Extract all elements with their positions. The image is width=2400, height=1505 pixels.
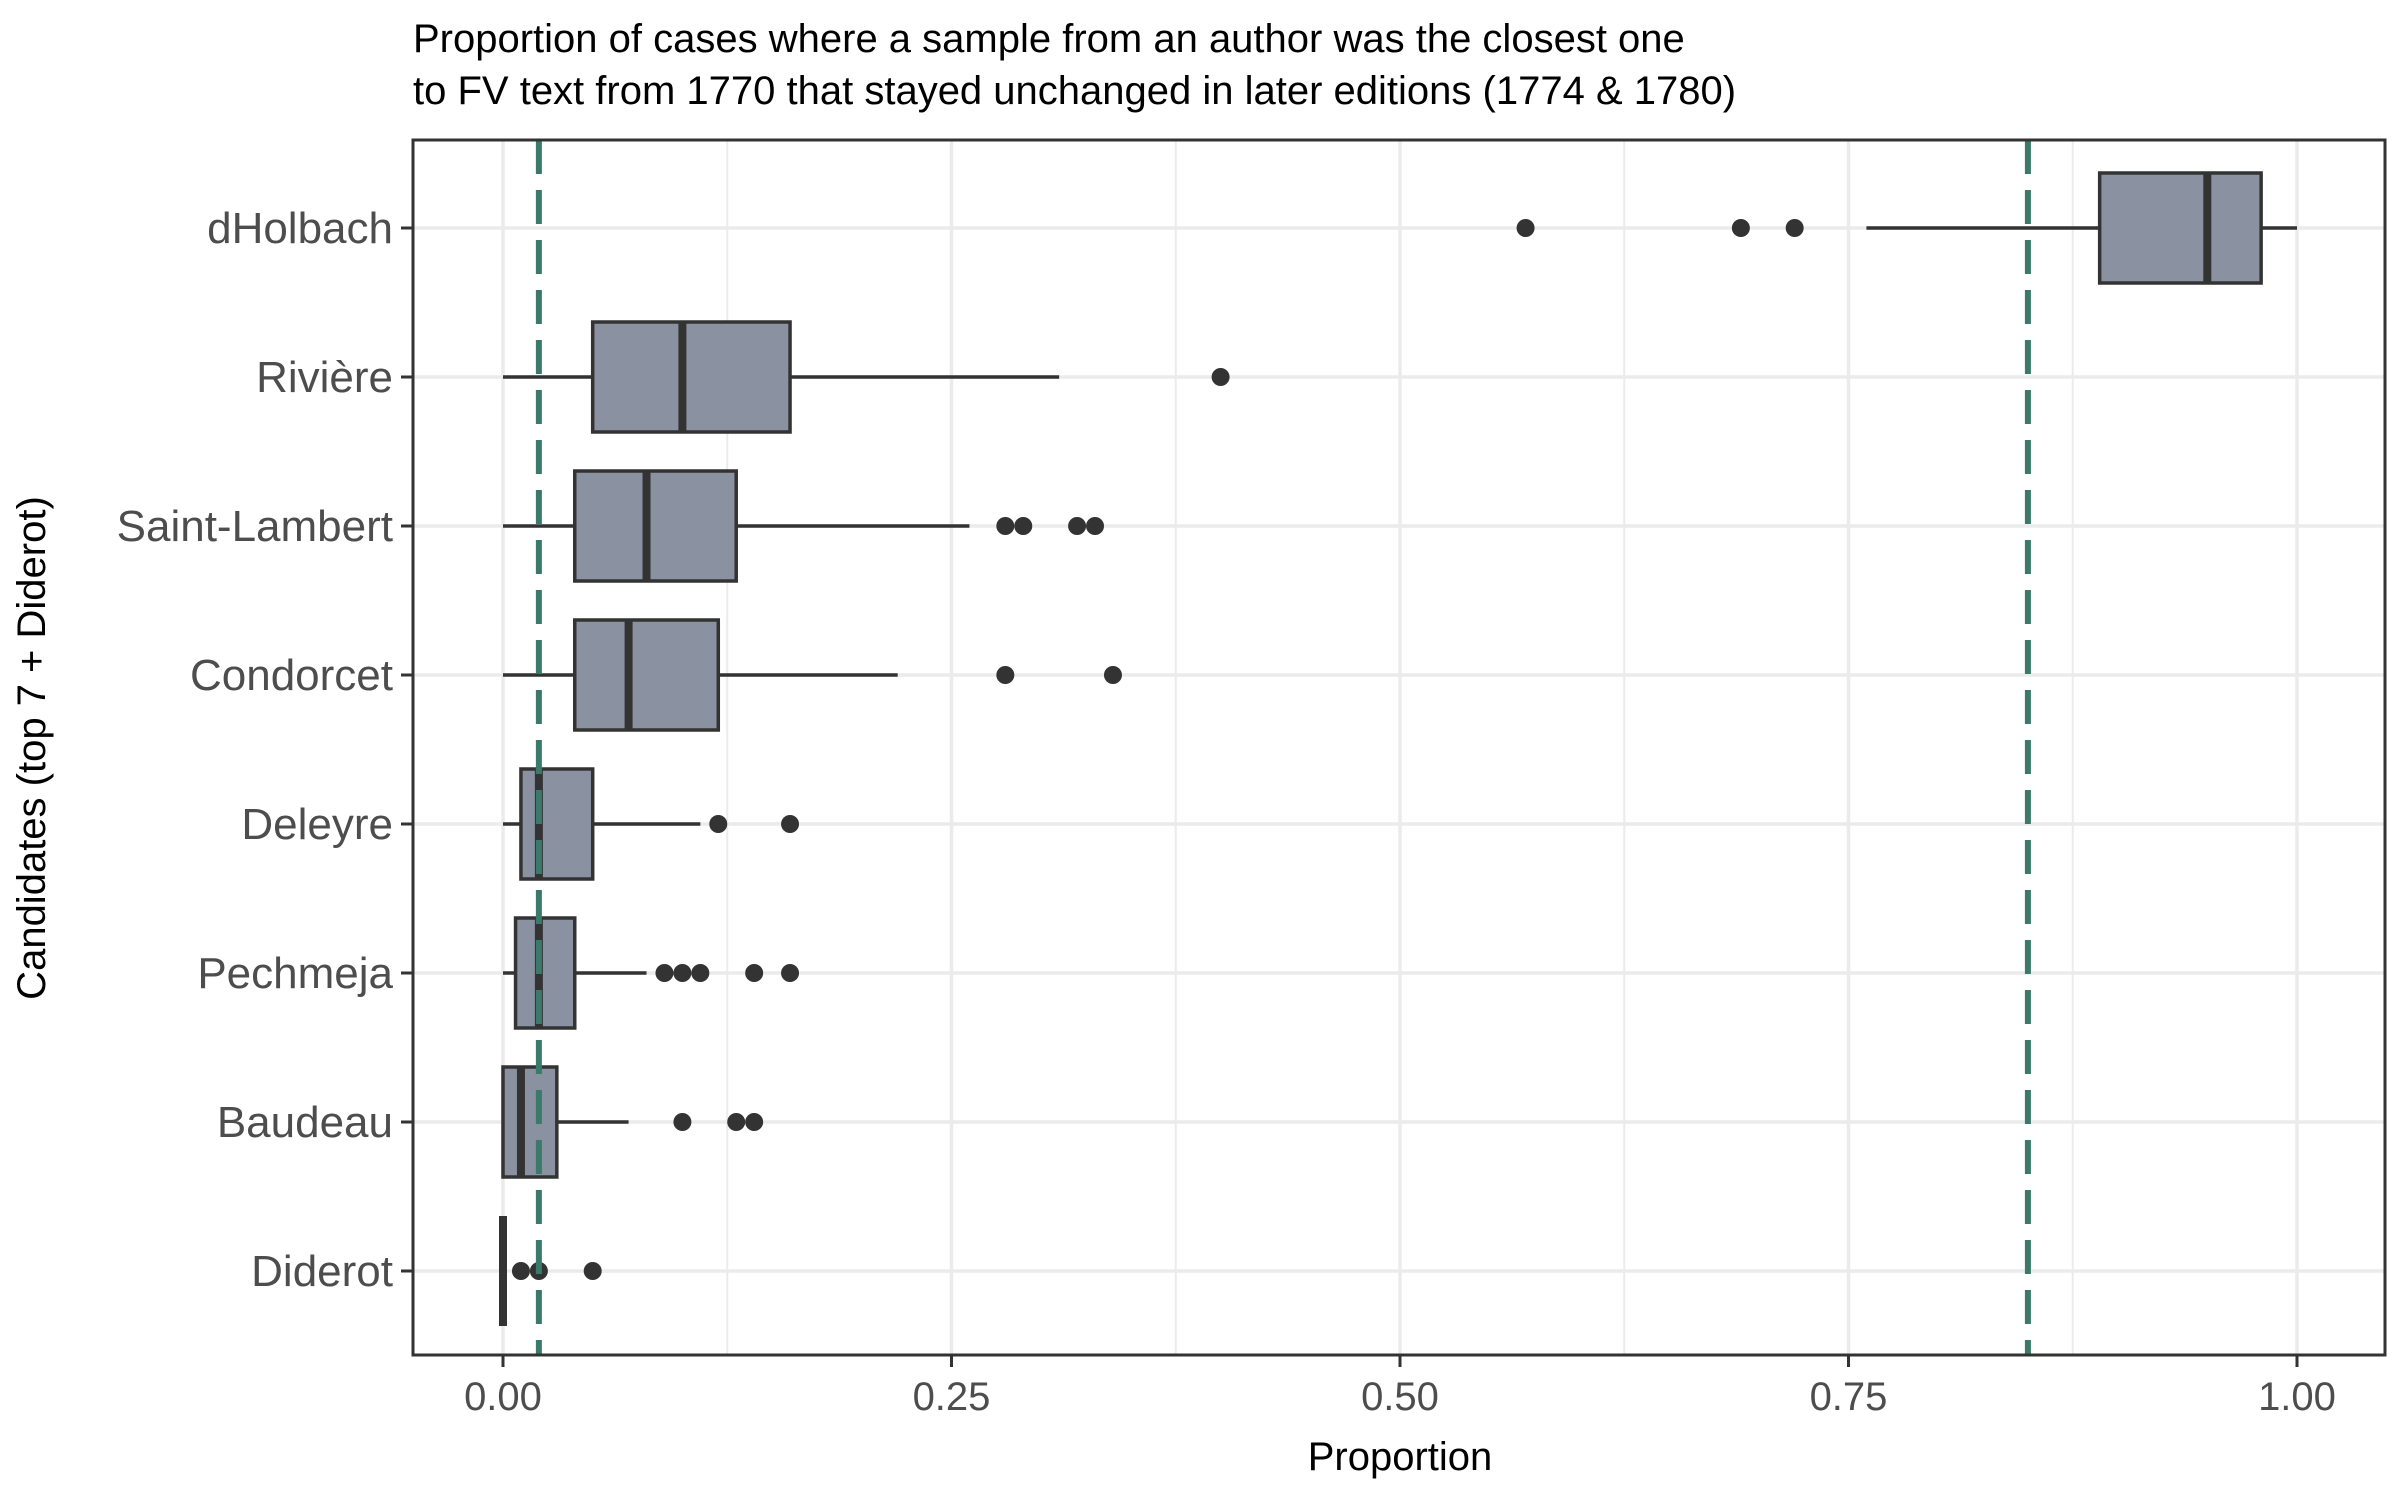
outlier-point [727, 1113, 746, 1131]
y-axis-title: Candidates (top 7 + Diderot) [10, 496, 54, 1000]
box-iqr [519, 767, 595, 881]
outlier-point [1785, 219, 1804, 237]
outlier-point [673, 964, 692, 982]
outlier-point [655, 964, 674, 982]
outlier-point [745, 964, 764, 982]
outlier-point [673, 1113, 692, 1131]
chart-title-line-1: Proportion of cases where a sample from … [413, 17, 1685, 61]
chart-title-line-2: to FV text from 1770 that stayed unchang… [413, 69, 1736, 113]
plot-area: dHolbach Rivière Saint-Lambert Condorcet Del… [117, 138, 2387, 1419]
category-label: Baudeau [217, 1098, 393, 1147]
outlier-point [1103, 666, 1122, 684]
outlier-point [583, 1262, 602, 1280]
outlier-point [1014, 517, 1033, 535]
outlier-point [709, 815, 728, 833]
outlier-point [996, 666, 1015, 684]
outlier-point [1086, 517, 1105, 535]
category-label: Deleyre [241, 800, 393, 849]
box-iqr [2097, 171, 2263, 285]
x-tick-label: 0.25 [913, 1375, 991, 1419]
category-label: Condorcet [190, 651, 393, 700]
box-iqr [513, 916, 577, 1030]
outlier-point [745, 1113, 764, 1131]
outlier-point [1068, 517, 1087, 535]
x-tick-label: 1.00 [2258, 1375, 2336, 1419]
x-tick-label: 0.75 [1810, 1375, 1888, 1419]
x-tick-label: 0.50 [1361, 1375, 1439, 1419]
category-label: Pechmeja [197, 949, 393, 998]
outlier-point [1516, 219, 1535, 237]
outlier-point [781, 964, 800, 982]
category-label: Diderot [251, 1247, 393, 1296]
outlier-point [781, 815, 800, 833]
outlier-point [691, 964, 710, 982]
box-iqr [573, 618, 721, 732]
x-axis-title: Proportion [1308, 1435, 1493, 1479]
outlier-point [996, 517, 1015, 535]
category-label: Saint-Lambert [117, 502, 393, 551]
outlier-point [1211, 368, 1230, 386]
box-iqr [501, 1065, 559, 1179]
category-label: dHolbach [207, 204, 393, 253]
outlier-point [1731, 219, 1750, 237]
box-iqr [590, 320, 792, 434]
outlier-point [511, 1262, 530, 1280]
category-label: Rivière [256, 353, 393, 402]
box-iqr [573, 469, 738, 583]
x-tick-label: 0.00 [464, 1375, 542, 1419]
